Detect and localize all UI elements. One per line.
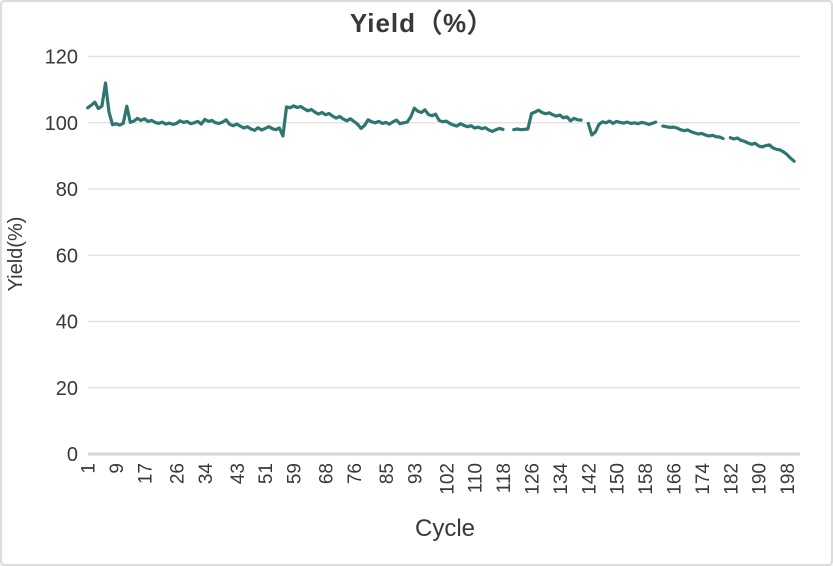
x-tick-label: 102 (437, 463, 458, 495)
x-tick-label: 118 (494, 463, 515, 493)
gridlines (88, 55, 800, 456)
x-tick-label: 134 (551, 463, 572, 495)
y-tick-label: 120 (45, 47, 78, 69)
x-tick-label: 158 (636, 463, 657, 495)
series-segment (86, 81, 505, 138)
x-tick-label: 43 (228, 463, 249, 484)
x-tick-label: 1 (79, 463, 100, 474)
x-tick-label: 51 (256, 463, 277, 484)
y-tick-label: 20 (56, 378, 78, 400)
x-tick-label: 182 (721, 463, 742, 495)
x-tick-label: 34 (196, 463, 217, 485)
x-tick-label: 126 (522, 463, 543, 495)
x-tick-label: 9 (107, 463, 128, 474)
series-segment (512, 108, 583, 132)
y-tick-label: 40 (56, 312, 78, 334)
series-segment (661, 124, 725, 141)
y-tick-label: 0 (67, 444, 78, 466)
x-tick-label: 198 (778, 463, 799, 495)
x-axis-title: Cycle (415, 515, 475, 542)
y-axis-title: Yield(%) (5, 217, 27, 292)
x-tick-label: 110 (466, 463, 487, 493)
x-tick-label: 76 (345, 463, 366, 484)
x-tick-labels: 1 9 17 26 34 43 51 59 68 76 85 93 102 110 118 126 134 142… (79, 463, 799, 495)
chart-title: Yield（%） (350, 8, 494, 38)
x-tick-label: 142 (579, 463, 600, 495)
x-tick-label: 190 (750, 463, 771, 495)
yield-series-line (86, 81, 796, 163)
series-segment (728, 136, 796, 163)
y-tick-labels: 0 20 40 60 80 100 120 (45, 47, 78, 467)
y-tick-label: 100 (45, 113, 78, 135)
x-tick-label: 59 (285, 463, 306, 484)
x-tick-label: 150 (608, 463, 629, 495)
y-tick-label: 80 (56, 179, 78, 201)
x-tick-label: 26 (167, 463, 188, 484)
x-tick-label: 68 (317, 463, 338, 484)
y-tick-label: 60 (56, 245, 78, 267)
series-segment (586, 119, 658, 137)
x-tick-label: 17 (136, 463, 157, 484)
x-tick-label: 93 (405, 463, 426, 484)
x-tick-label: 174 (693, 463, 714, 495)
x-tick-label: 166 (664, 463, 685, 495)
x-tick-label: 85 (377, 463, 398, 484)
